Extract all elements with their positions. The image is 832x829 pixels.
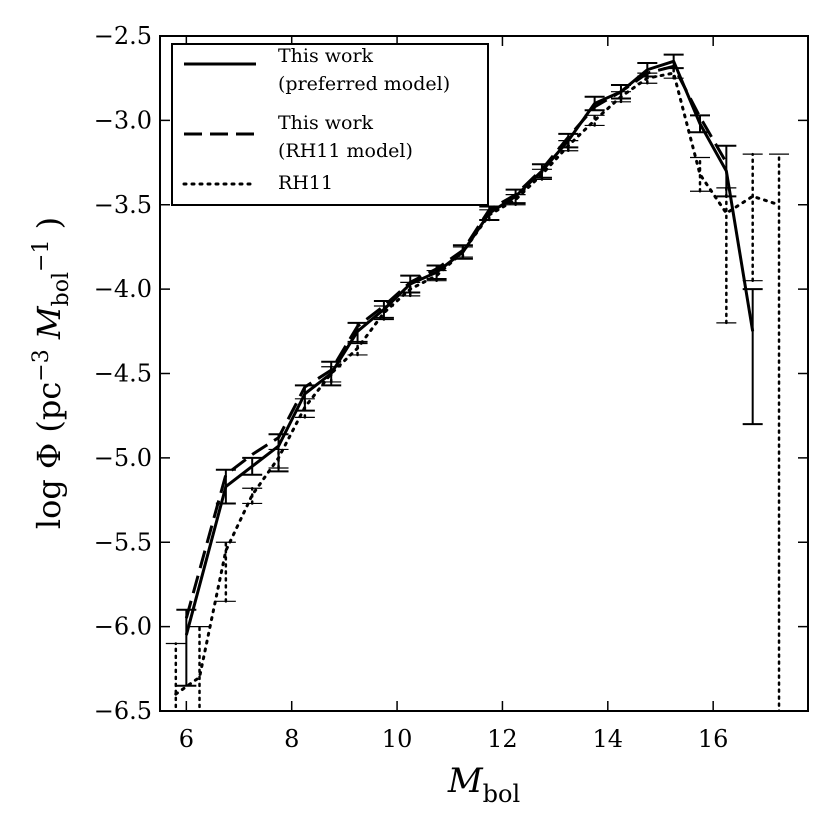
y-axis-title: log Φ (pc−3 Mbol−1 ) [29, 217, 74, 529]
x-tick-label: 6 [179, 725, 194, 753]
x-axis-title: Mbol [447, 761, 520, 808]
y-tick-label: −6.0 [94, 613, 152, 641]
legend-label-rh11model-1: This work [278, 112, 374, 134]
legend: This work (preferred model) This work (R… [171, 43, 489, 206]
y-tick-label: −5.5 [94, 528, 152, 556]
y-tick-label: −6.5 [94, 697, 152, 725]
y-tick-label: −5.0 [94, 444, 152, 472]
legend-label-rh11model-2: (RH11 model) [278, 140, 413, 162]
y-tick-label: −4.5 [94, 360, 152, 388]
y-tick-label: −3.0 [94, 106, 152, 134]
x-tick-label: 8 [284, 725, 299, 753]
x-tick-label: 10 [382, 725, 413, 753]
legend-box [171, 43, 489, 206]
x-tick-label: 14 [593, 725, 624, 753]
errorbar-layer [165, 53, 790, 711]
series-line-dotted [174, 71, 781, 696]
legend-label-preferred-1: This work [278, 45, 374, 67]
y-tick-label: −4.0 [94, 275, 152, 303]
x-tick-label: 12 [487, 725, 518, 753]
legend-label-rh11: RH11 [278, 172, 333, 194]
x-tick-label: 16 [698, 725, 729, 753]
y-tick-label: −3.5 [94, 191, 152, 219]
y-tick-label: −2.5 [94, 22, 152, 50]
legend-label-preferred-2: (preferred model) [278, 73, 450, 95]
